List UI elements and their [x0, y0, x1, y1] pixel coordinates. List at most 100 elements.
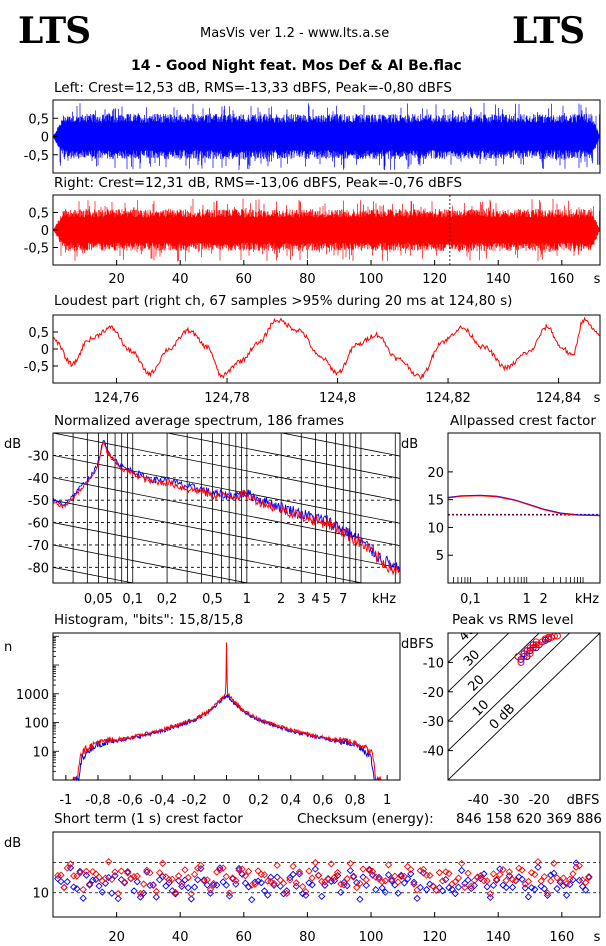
y-tick-label: -30: [423, 715, 444, 730]
right-crest-point: [346, 859, 354, 868]
right-crest-point: [578, 876, 587, 884]
right-histogram-trace: [72, 642, 382, 782]
x-tick-label: 124,8: [319, 391, 356, 406]
left-crest-point: [505, 872, 513, 880]
right-peak-rms-point: [514, 653, 522, 661]
right-channel-title: Right: Crest=12,31 dB, RMS=-13,06 dBFS, …: [54, 175, 463, 191]
right-crest-point: [467, 882, 475, 890]
right-crest-point: [63, 864, 71, 872]
right-crest-point: [171, 888, 180, 897]
right-crest-point: [330, 873, 339, 881]
right-crest-point: [419, 865, 428, 874]
x-tick-label: 1: [523, 592, 531, 607]
y-tick-label: 0: [41, 224, 49, 239]
right-crest-point: [146, 869, 154, 877]
right-crest-point: [349, 873, 358, 881]
left-crest-point: [190, 883, 199, 891]
x-tick-label: 120: [422, 272, 447, 287]
left-crest-point: [499, 881, 507, 889]
left-crest-point: [318, 892, 326, 901]
left-crest-point: [327, 877, 335, 886]
right-crest-point: [114, 889, 122, 898]
left-crest-point: [206, 889, 215, 897]
app-version: MasVis ver 1.2 - www.lts.a.se: [200, 26, 390, 41]
left-crest-point: [426, 880, 434, 888]
right-crest-point: [327, 860, 335, 868]
right-crest-point: [117, 867, 126, 875]
right-crest-point: [120, 878, 129, 886]
right-crest-point: [559, 874, 568, 882]
right-crest-point: [480, 877, 488, 885]
right-crest-point: [289, 862, 297, 870]
right-crest-point: [575, 862, 583, 870]
right-crest-point: [152, 887, 160, 896]
x-tick-label: -0,8: [85, 793, 110, 808]
left-crest-point: [359, 873, 367, 881]
right-crest-point: [206, 886, 215, 894]
left-crest-point: [200, 876, 208, 884]
x-tick-label: 0: [222, 793, 230, 808]
right-crest-point: [254, 867, 262, 875]
left-crest-point: [124, 868, 132, 876]
x-unit-label: s: [594, 391, 601, 406]
x-tick-label: 80: [299, 272, 316, 287]
left-crest-point: [295, 870, 304, 878]
right-crest-point: [200, 877, 208, 885]
y-tick-label: -0,5: [24, 242, 49, 257]
left-crest-point: [95, 882, 103, 890]
left-crest-point: [260, 887, 269, 895]
right-crest-point: [458, 859, 466, 868]
left-crest-point: [521, 884, 529, 892]
right-crest-point: [232, 876, 240, 885]
left-crest-point: [155, 876, 164, 884]
right-crest-point: [442, 868, 450, 876]
y-tick-label: -50: [28, 494, 49, 509]
left-crest-point: [445, 884, 453, 892]
y-tick-label: 10: [427, 521, 444, 536]
right-crest-point: [429, 882, 437, 890]
left-crest-point: [489, 881, 498, 889]
right-crest-point: [381, 877, 389, 885]
right-crest-point: [190, 870, 199, 878]
right-crest-point: [279, 879, 288, 887]
right-crest-point: [111, 868, 119, 876]
y-tick-label: 10: [32, 887, 49, 902]
right-crest-point: [248, 881, 256, 889]
x-tick-label: 124,76: [94, 391, 140, 406]
peak-rms-xlabel: dBFS: [567, 793, 600, 808]
crest-diagonal-line: [448, 633, 480, 664]
x-tick-label: 160: [549, 930, 574, 945]
right-crest-point: [181, 866, 189, 874]
x-unit-label: kHz: [575, 592, 599, 607]
left-crest-point: [308, 881, 316, 889]
left-crest-point: [219, 878, 227, 886]
left-crest-point: [276, 882, 285, 890]
right-crest-point: [502, 876, 510, 885]
left-crest-point: [216, 864, 224, 872]
crest-diagonal-label: 10: [470, 697, 492, 719]
spectrum-slope-line: [53, 254, 400, 322]
x-tick-label: 0,4: [280, 793, 301, 808]
right-waveform-trace: [53, 198, 600, 262]
spectrum-slope-line: [53, 566, 136, 583]
left-crest-point: [120, 879, 129, 887]
left-crest-point: [273, 873, 281, 881]
y-tick-label: 100: [24, 717, 49, 732]
x-tick-label: 124,82: [425, 391, 471, 406]
left-crest-point: [133, 878, 141, 886]
x-tick-label: 0,1: [122, 592, 143, 607]
x-tick-label: 0,1: [460, 592, 481, 607]
x-unit-label: kHz: [372, 592, 396, 607]
right-crest-point: [302, 888, 310, 896]
left-crest-point: [458, 866, 466, 875]
x-unit-label: s: [594, 272, 601, 287]
left-crest-point: [410, 878, 418, 886]
right-crest-point: [276, 876, 285, 884]
left-crest-point: [540, 885, 548, 893]
right-crest-point: [108, 875, 116, 884]
y-tick-label: -20: [423, 686, 444, 701]
left-spectrum-trace: [53, 440, 400, 572]
left-crest-point: [486, 893, 494, 902]
crest-diagonal-line: [448, 633, 540, 722]
right-crest-point: [435, 868, 444, 877]
